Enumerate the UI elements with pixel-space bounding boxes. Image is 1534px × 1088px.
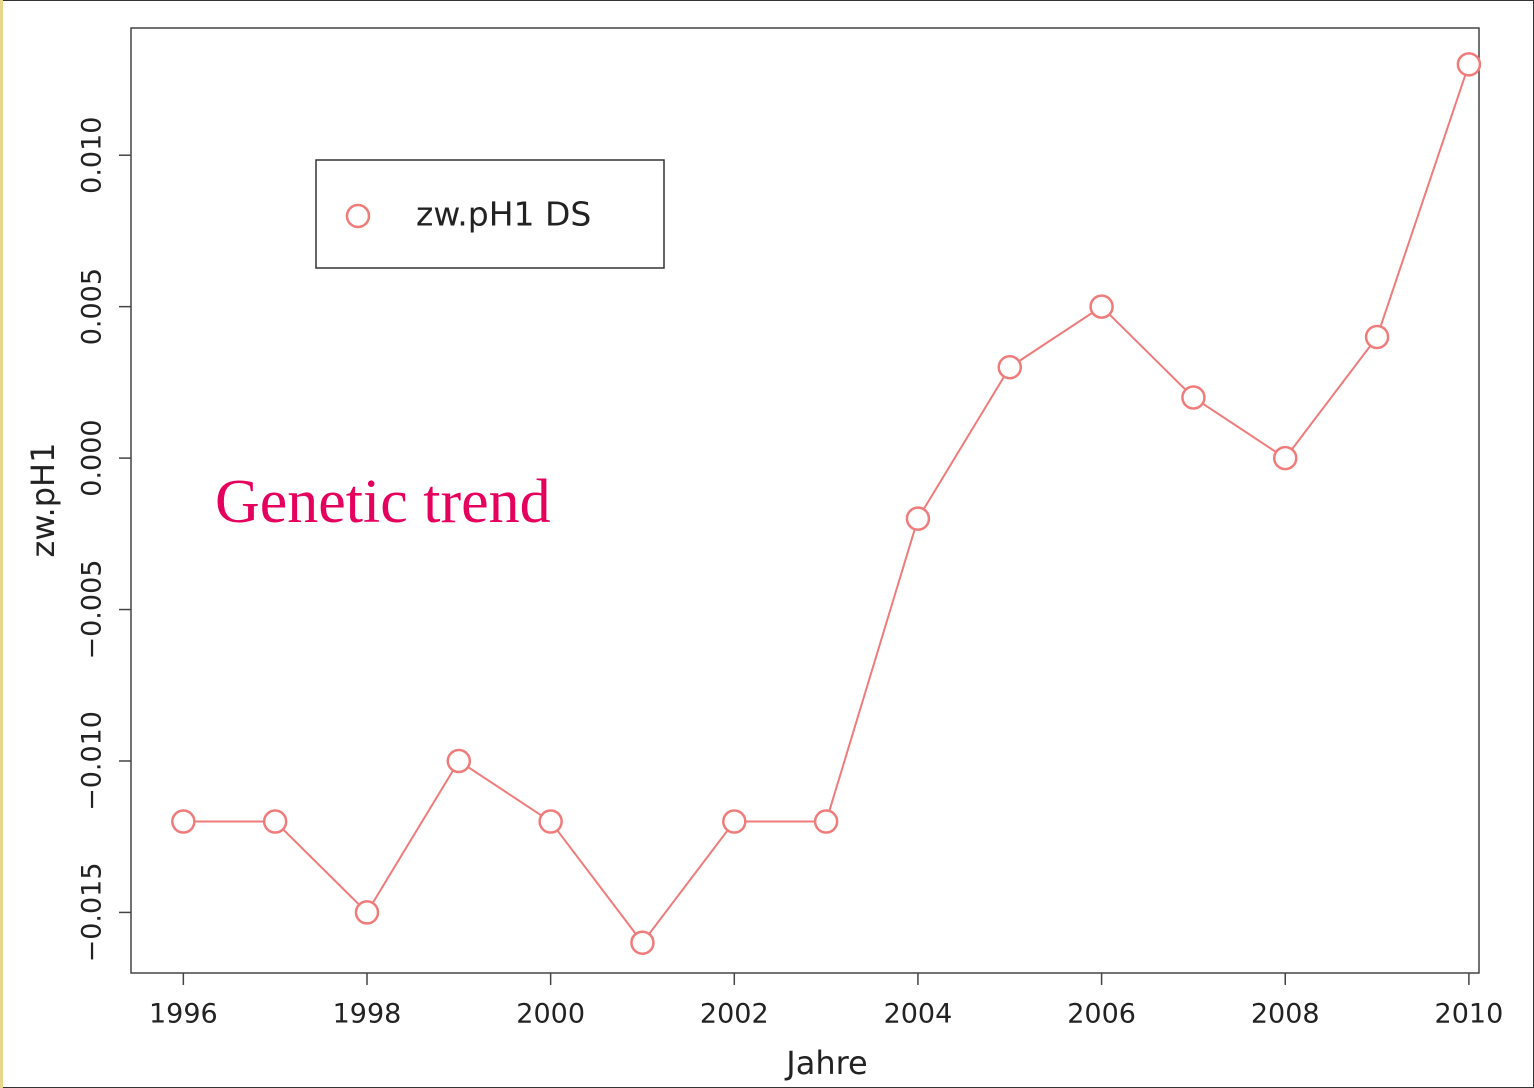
point (630, 930, 655, 955)
frame-edge (0, 0, 3, 1088)
point (1181, 385, 1206, 410)
point (813, 809, 839, 834)
x-tick-label: 2000 (516, 999, 585, 1030)
point (538, 809, 563, 834)
point (171, 809, 196, 834)
point (905, 506, 931, 531)
point (262, 809, 288, 834)
x-tick-label: 2002 (700, 999, 769, 1030)
point (722, 809, 747, 834)
point (354, 900, 380, 925)
point (1456, 52, 1482, 77)
y-tick-label: −0.005 (77, 560, 108, 660)
annotation: Genetic trend (215, 468, 551, 536)
x-axis-title: Jahre (784, 1044, 867, 1082)
y-tick-label: 0.005 (77, 268, 108, 345)
point (997, 354, 1023, 380)
y-tick-label: −0.010 (77, 711, 108, 811)
y-tick-label: 0.000 (77, 419, 108, 496)
legend-label: zw.pH1 DS (416, 195, 591, 234)
x-tick-label: 2008 (1251, 999, 1320, 1030)
y-tick-label: −0.015 (77, 862, 108, 962)
point (1272, 445, 1298, 471)
point (1089, 294, 1114, 319)
legend-box (315, 159, 665, 269)
point (1364, 324, 1390, 350)
y-axis-title: zw.pH1 (24, 443, 62, 558)
x-tick-label: 1996 (149, 999, 218, 1030)
x-tick-label: 2010 (1435, 999, 1504, 1030)
legend-marker (345, 203, 371, 229)
y-tick-label: 0.010 (77, 117, 108, 194)
plot-box (130, 27, 1480, 974)
x-tick-label: 2006 (1067, 999, 1136, 1030)
x-tick-label: 1998 (333, 999, 402, 1030)
x-tick-label: 2004 (884, 999, 953, 1030)
point (446, 748, 472, 774)
